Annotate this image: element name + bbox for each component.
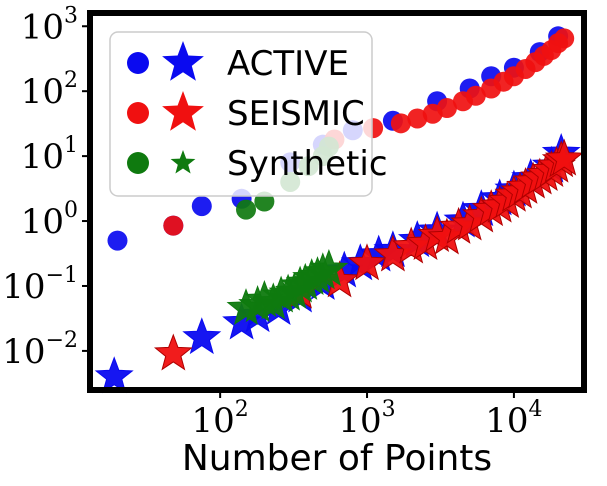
x-tick-label: 102 (192, 397, 249, 441)
legend-circle-marker (127, 102, 149, 124)
x-tick-exponent: 4 (529, 397, 543, 422)
y-tick-base: 10 (21, 7, 64, 47)
x-tick-label: 103 (338, 397, 395, 441)
data-point-circle (390, 113, 411, 134)
y-tick-base: 10 (21, 72, 64, 112)
data-point-star (309, 248, 349, 286)
data-point-circle (107, 230, 128, 251)
legend-label: ACTIVE (227, 44, 349, 84)
data-point-star (347, 243, 387, 281)
y-tick-label: 103 (21, 3, 78, 47)
y-tick-exponent: −1 (46, 263, 78, 288)
legend-entry-seismic: SEISMIC (127, 91, 365, 134)
y-tick-exponent: 0 (64, 198, 78, 223)
x-tick-label: 104 (485, 397, 542, 441)
x-tick-base: 10 (192, 401, 235, 441)
y-tick-label: 10−2 (2, 328, 78, 372)
data-point-circle (465, 85, 486, 106)
series-seismic-star (153, 138, 584, 371)
legend-star-marker (170, 150, 196, 174)
series-seismic-circle (163, 28, 575, 236)
x-tick-exponent: 3 (382, 397, 396, 422)
legend-star-marker (162, 41, 204, 81)
legend-label: SEISMIC (227, 94, 365, 134)
data-point-circle (436, 98, 457, 119)
data-point-circle (554, 28, 575, 49)
legend-entry-synthetic: Synthetic (127, 144, 388, 184)
legend-star-marker (162, 91, 204, 131)
y-tick-exponent: 1 (64, 133, 78, 158)
x-tick-exponent: 2 (235, 397, 249, 422)
x-tick-base: 10 (485, 401, 528, 441)
y-tick-base: 10 (21, 202, 64, 242)
series-synthetic-star (226, 248, 349, 326)
legend-label: Synthetic (227, 144, 388, 184)
legend-entry-active: ACTIVE (127, 41, 349, 84)
x-axis-title: Number of Points (182, 438, 492, 479)
y-tick-base: 10 (21, 137, 64, 177)
data-point-star (153, 333, 193, 371)
legend-circle-marker (127, 152, 149, 174)
y-tick-base: 10 (2, 332, 45, 372)
y-tick-base: 10 (2, 267, 45, 307)
x-tick-base: 10 (338, 401, 381, 441)
y-tick-label: 10−1 (2, 263, 78, 307)
data-point-circle (191, 196, 212, 217)
data-point-star (182, 317, 222, 355)
y-tick-label: 102 (21, 68, 78, 112)
data-point-circle (407, 108, 428, 129)
data-point-circle (163, 215, 184, 236)
y-tick-label: 101 (21, 133, 78, 177)
data-point-star (544, 138, 584, 176)
y-tick-exponent: 2 (64, 68, 78, 93)
legend-circle-marker (127, 52, 149, 74)
plot-area-frame (87, 10, 587, 393)
legend: ACTIVE SEISMIC Synthetic (109, 31, 388, 197)
y-tick-exponent: 3 (64, 3, 78, 28)
data-point-circle (236, 199, 257, 220)
data-point-star (94, 356, 134, 394)
y-tick-exponent: −2 (46, 328, 78, 353)
y-tick-label: 100 (21, 198, 78, 242)
